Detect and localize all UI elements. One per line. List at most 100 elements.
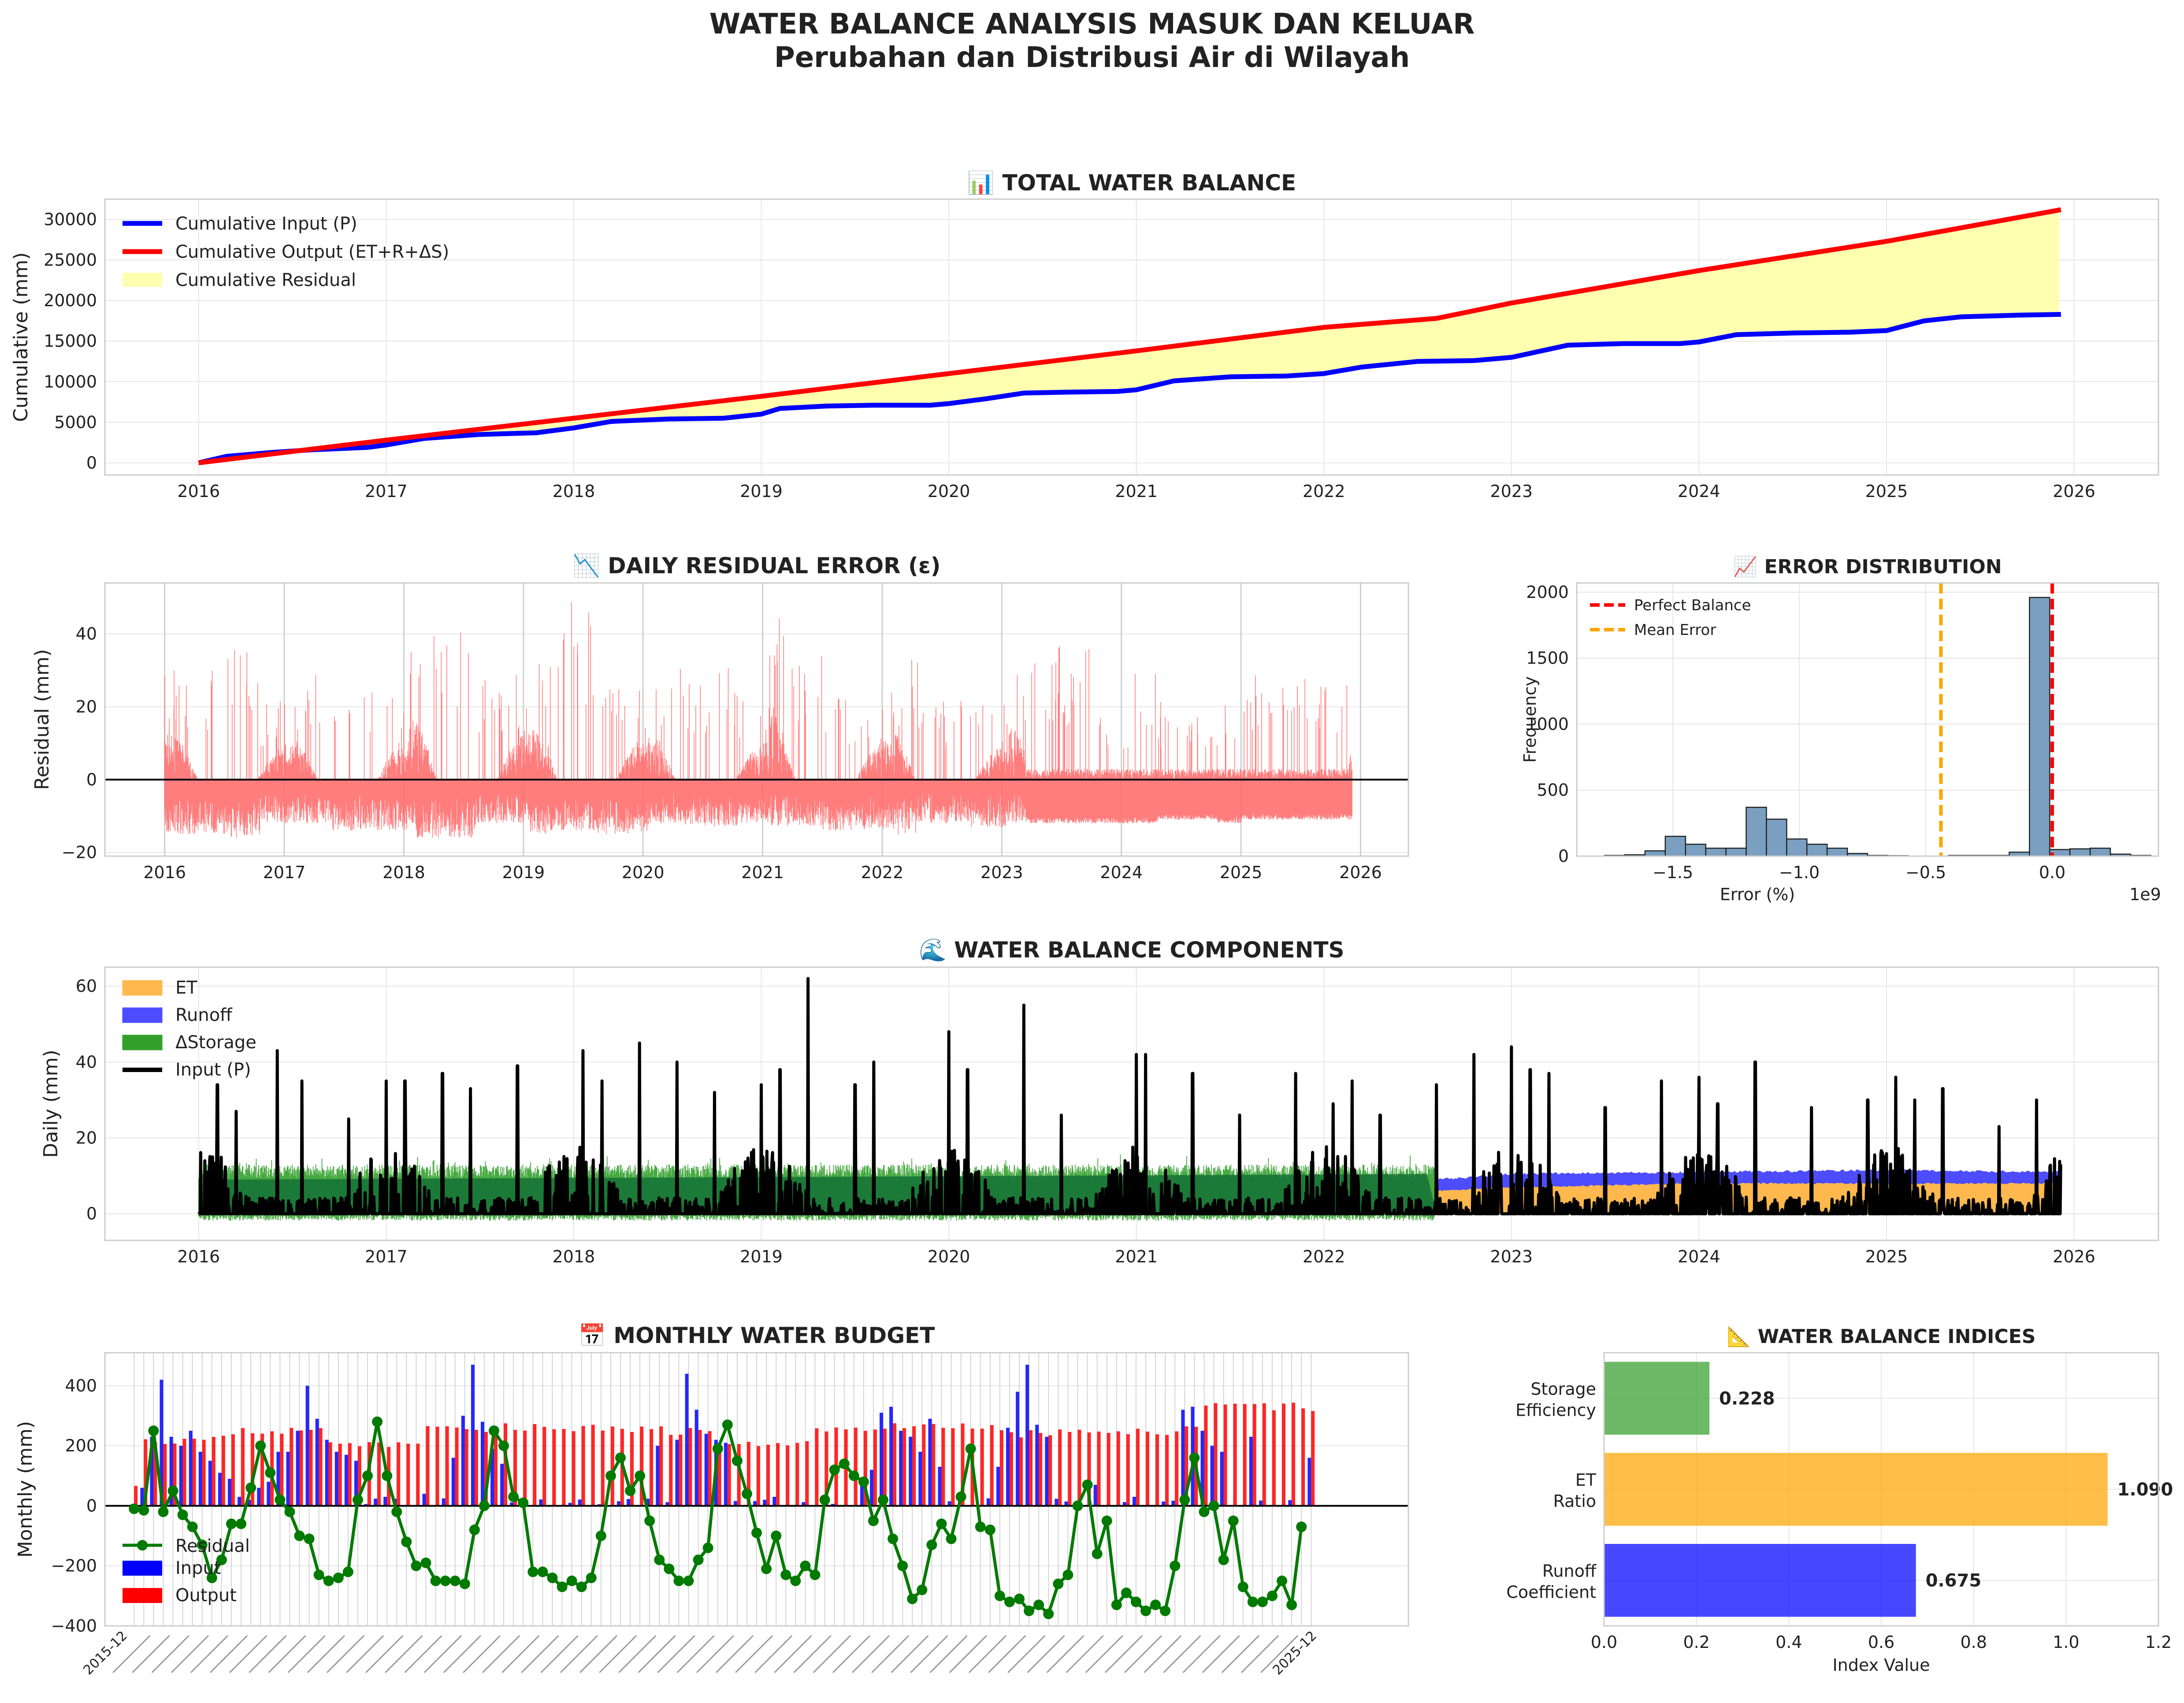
monthly-xtick-mark [132, 1635, 170, 1673]
monthly-xtick-mark [1027, 1635, 1065, 1673]
monthly-residual-point [391, 1506, 402, 1517]
monthly-xtick-mark [754, 1635, 793, 1673]
monthly-input-bar [889, 1406, 893, 1506]
monthly-output-bar [426, 1426, 430, 1506]
monthly-xtick-mark [1124, 1635, 1163, 1673]
monthly-output-bar [766, 1444, 770, 1506]
monthly-residual-point [829, 1464, 840, 1475]
legend-output-label: Cumulative Output (ET+R+ΔS) [175, 242, 449, 262]
monthly-input-bar [656, 1446, 660, 1506]
monthly-output-bar [1039, 1433, 1043, 1506]
total-xtick-label: 2019 [740, 482, 783, 501]
monthly-residual-point [1140, 1605, 1151, 1616]
cumulative-input-line [198, 312, 2061, 465]
monthly-xtick-mark [229, 1635, 267, 1673]
legend-component-label: ET [175, 978, 197, 998]
monthly-xtick-mark [638, 1635, 676, 1673]
monthly-output-bar [1175, 1431, 1179, 1506]
monthly-output-bar [1077, 1429, 1081, 1506]
monthly-residual-point [946, 1533, 957, 1544]
monthly-residual-point [888, 1533, 899, 1544]
components-xtick-label: 2024 [1678, 1247, 1720, 1266]
monthly-input-bar [267, 1481, 271, 1506]
distribution-xtick-label: 0.0 [2039, 863, 2065, 882]
monthly-input-bar [334, 1451, 338, 1506]
monthly-output-bar [688, 1428, 692, 1506]
monthly-output-bar [630, 1432, 634, 1506]
distribution-xlabel: Error (%) [1720, 885, 1795, 904]
monthly-residual-point [586, 1572, 597, 1583]
monthly-residual-point [955, 1492, 966, 1503]
monthly-output-bar [445, 1426, 449, 1506]
monthly-xtick-mark [910, 1635, 948, 1673]
residual-series [164, 601, 1352, 838]
monthly-xtick-mark [968, 1635, 1007, 1673]
monthly-output-bar [1009, 1432, 1013, 1506]
monthly-residual-point [187, 1521, 198, 1532]
monthly-output-bar [727, 1444, 731, 1506]
monthly-input-bar [344, 1454, 348, 1506]
monthly-residual-point [527, 1566, 539, 1577]
monthly-residual-point [800, 1560, 811, 1571]
monthly-residual-point [732, 1455, 743, 1466]
monthly-output-bar [572, 1431, 576, 1506]
monthly-input-bar [928, 1418, 932, 1506]
monthly-output-bar [144, 1439, 148, 1506]
legend-component-swatch [122, 980, 163, 996]
monthly-xtick-mark [287, 1635, 326, 1673]
monthly-residual-point [333, 1572, 344, 1583]
monthly-output-bar [260, 1433, 264, 1506]
components-xtick-label: 2026 [2053, 1247, 2095, 1266]
components-xtick-label: 2022 [1303, 1247, 1345, 1266]
monthly-residual-point [197, 1540, 208, 1551]
monthly-xtick-mark [307, 1635, 345, 1673]
total-ytick-label: 20000 [44, 291, 97, 310]
monthly-input-bar [480, 1421, 484, 1506]
indices-xtick-label: 1.0 [2053, 1633, 2079, 1652]
monthly-input-bar [150, 1436, 154, 1506]
legend-input-label: Input [175, 1558, 221, 1578]
monthly-xtick-mark [735, 1635, 773, 1673]
total-xtick-label: 2018 [553, 482, 595, 501]
monthly-xtick-mark [813, 1635, 851, 1673]
monthly-output-bar [903, 1428, 906, 1506]
total-xtick-label: 2021 [1115, 482, 1158, 501]
monthly-input-bar [695, 1410, 698, 1506]
monthly-ytick-label: 400 [65, 1376, 97, 1395]
monthly-xtick-mark [1241, 1635, 1279, 1673]
monthly-input-bar [753, 1501, 757, 1506]
distribution-bar [1685, 843, 1706, 857]
index-category-label: Ratio [1553, 1492, 1596, 1511]
total-xtick-label: 2023 [1490, 482, 1533, 501]
monthly-residual-point [1101, 1515, 1112, 1526]
distribution-frame [1576, 582, 2159, 857]
monthly-residual-point [858, 1476, 869, 1487]
monthly-residual-point [479, 1500, 490, 1511]
components-xtick-label: 2025 [1865, 1247, 1908, 1266]
monthly-input-bar [947, 1501, 951, 1506]
monthly-output-bar [1223, 1404, 1227, 1506]
monthly-xtick-mark [696, 1635, 734, 1673]
components-legend: ET Runoff ΔStorage Input (P) [122, 978, 256, 1080]
monthly-output-bar [377, 1442, 381, 1506]
monthly-xtick-mark [462, 1635, 501, 1673]
monthly-output-bar [581, 1426, 585, 1506]
monthly-residual-point [547, 1572, 558, 1583]
monthly-residual-point [1111, 1599, 1122, 1610]
monthly-output-bar [854, 1427, 858, 1506]
monthly-residual-point [284, 1506, 295, 1517]
monthly-residual-point [1004, 1596, 1015, 1607]
monthly-output-bar [474, 1429, 478, 1506]
monthly-xtick-mark [676, 1635, 715, 1673]
legend-component-label: Runoff [175, 1005, 233, 1025]
total-frame [104, 198, 2159, 476]
monthly-output-bar [153, 1442, 157, 1506]
indices-xtick-label: 0.8 [1960, 1633, 1987, 1652]
monthly-output-bar [980, 1428, 984, 1506]
monthly-ylabel: Monthly (mm) [14, 1421, 37, 1558]
distribution-legend: Perfect Balance Mean Error [1590, 597, 1751, 639]
indices-xtick-label: 0.4 [1775, 1633, 1802, 1652]
monthly-input-bar [802, 1502, 806, 1506]
total-title: 📊 TOTAL WATER BALANCE [967, 170, 1296, 196]
